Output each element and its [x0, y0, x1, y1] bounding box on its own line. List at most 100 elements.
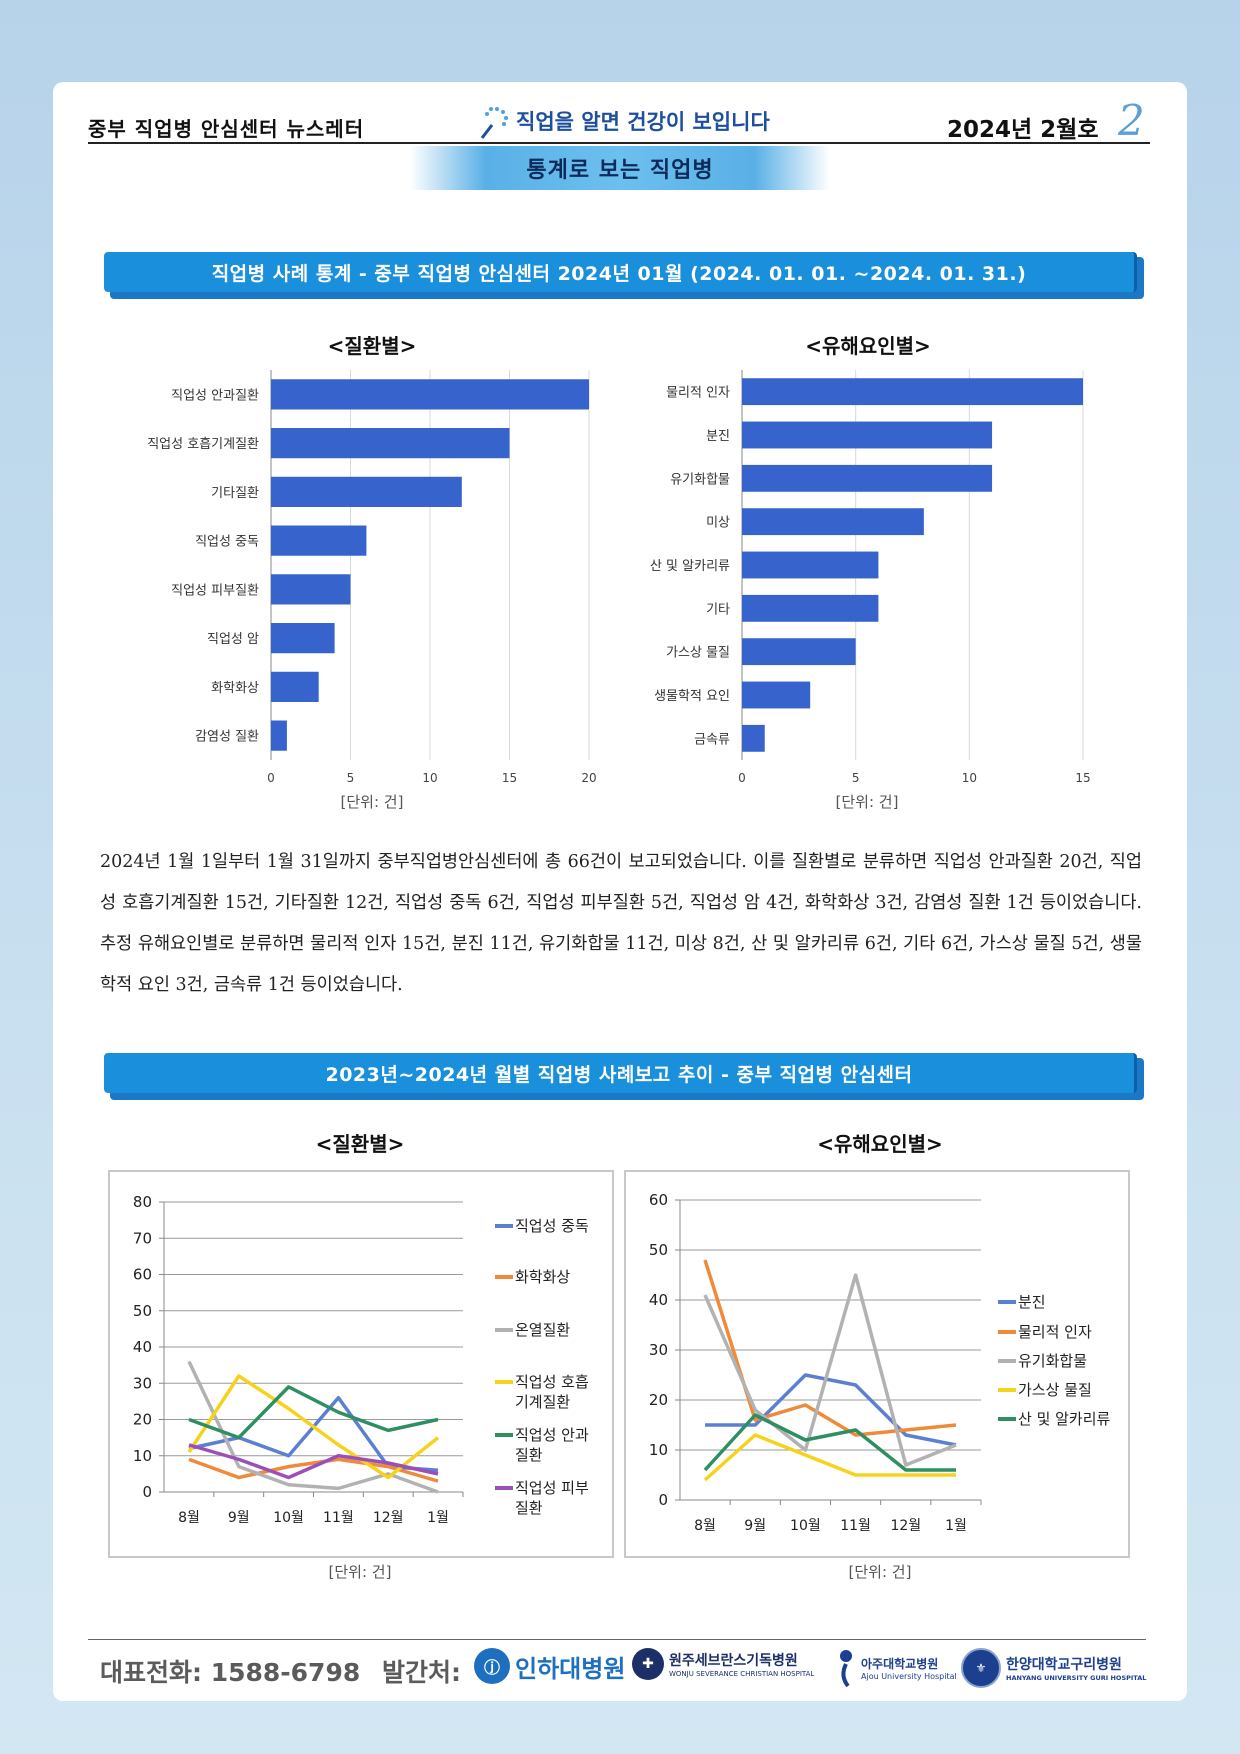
y-tick-label: 30 — [649, 1341, 668, 1359]
line-chart-factor-title: <유해요인별> — [817, 1132, 943, 1156]
x-tick-label: 10 — [422, 771, 437, 785]
bar-chart-disease-title: <질환별> — [327, 334, 417, 358]
y-tick-label: 0 — [142, 1483, 152, 1501]
x-tick-label: 1월 — [427, 1510, 449, 1526]
bar — [742, 508, 924, 536]
bar — [271, 720, 287, 751]
x-tick-label: 10월 — [273, 1510, 304, 1526]
series-line — [188, 1443, 439, 1480]
line-chart-disease-frame: 0 10 20 30 40 50 60 70 80 8월 9월 10월 11월 12월 1월 직업성 중독 화학… — [108, 1170, 614, 1558]
header-divider — [88, 142, 1150, 144]
legend-label: 화학화상 — [515, 1268, 570, 1286]
series-line — [188, 1385, 439, 1440]
legend-label: 온열질환 — [515, 1321, 570, 1339]
bar — [271, 623, 335, 654]
x-tick-label: 12월 — [373, 1510, 404, 1526]
y-tick-label: 20 — [649, 1391, 668, 1409]
line-chart-disease: 0 10 20 30 40 50 60 70 80 8월 9월 10월 11월 12월 1월 직업성 중독화학… — [133, 1193, 589, 1526]
category-label: 금속류 — [694, 732, 730, 747]
legend-label: 질환 — [515, 1499, 543, 1517]
x-tick-label: 5 — [347, 771, 355, 785]
logo-wonju: ✚ 원주세브란스기독병원 WONJU SEVERANCE CHRISTIAN H… — [632, 1648, 814, 1680]
bar-chart-disease-unit: [단위: 건] — [340, 793, 404, 811]
x-tick-label: 20 — [581, 771, 596, 785]
x-tick-label: 0 — [738, 771, 746, 785]
logo-hanyang-name: 한양대학교구리병원 — [1006, 1657, 1122, 1673]
bar — [271, 379, 589, 410]
category-label: 생물학적 요인 — [654, 689, 730, 704]
trend-banner: 2023년~2024년 월별 직업병 사례보고 추이 - 중부 직업병 안심센터 — [104, 1053, 1144, 1100]
bar — [271, 476, 462, 507]
category-label: 산 및 알카리류 — [650, 559, 730, 574]
category-label: 직업성 피부질환 — [171, 583, 259, 598]
y-tick-label: 0 — [658, 1491, 668, 1509]
legend-label: 직업성 피부 — [515, 1479, 589, 1497]
series-line — [703, 1413, 956, 1472]
category-label: 기타질환 — [211, 486, 259, 501]
slogan-group: 직업을 알면 건강이 보입니다 — [478, 103, 770, 139]
y-tick-label: 60 — [133, 1266, 152, 1284]
legend-label: 직업성 중독 — [515, 1217, 589, 1235]
legend-label: 기계질환 — [515, 1393, 570, 1411]
bar — [271, 525, 367, 556]
category-label: 미상 — [706, 516, 730, 531]
series-line — [187, 1374, 440, 1480]
stats-banner-text: 직업병 사례 통계 - 중부 직업병 안심센터 2024년 01월 (2024.… — [104, 252, 1137, 292]
logo-hanyang-sub: HANYANG UNIVERSITY GURI HOSPITAL — [1006, 1674, 1147, 1682]
category-label: 분진 — [706, 429, 730, 444]
bar-chart-factor-unit: [단위: 건] — [835, 793, 899, 811]
bar-chart-factor-title: <유해요인별> — [805, 334, 931, 358]
stats-banner: 직업병 사례 통계 - 중부 직업병 안심센터 2024년 01월 (2024.… — [104, 252, 1144, 299]
bar — [742, 378, 1083, 406]
logo-inha: ⓙ 인하대병원 — [474, 1648, 625, 1684]
bar — [742, 551, 879, 579]
y-tick-label: 70 — [133, 1229, 152, 1247]
category-label: 직업성 중독 — [195, 535, 259, 550]
bar — [271, 574, 351, 605]
y-tick-label: 80 — [133, 1193, 152, 1211]
logo-ajou-name: 아주대학교병원 — [861, 1657, 939, 1671]
x-tick-label: 1월 — [945, 1518, 967, 1534]
line-chart-factor-unit: [단위: 건] — [848, 1563, 912, 1581]
legend-label: 직업성 호흡 — [515, 1373, 589, 1391]
y-tick-label: 60 — [649, 1191, 668, 1209]
bar — [742, 638, 856, 666]
logo-inha-name: 인하대병원 — [515, 1654, 626, 1683]
category-label: 물리적 인자 — [666, 386, 730, 401]
footer-publisher-label: 발간처: — [382, 1658, 461, 1687]
x-tick-label: 11월 — [840, 1518, 871, 1534]
category-label: 직업성 호흡기계질환 — [147, 437, 259, 452]
logo-ajou-sub: Ajou University Hospital — [861, 1672, 957, 1681]
logo-ajou: 아주대학교병원 Ajou University Hospital — [836, 1648, 957, 1688]
section-title: 통계로 보는 직업병 — [410, 146, 830, 190]
x-tick-label: 10 — [962, 771, 977, 785]
bar — [742, 421, 993, 449]
ajou-emblem-icon — [840, 1650, 852, 1688]
bar — [742, 724, 765, 752]
issue-label: 2024년 2월호 — [947, 117, 1099, 143]
y-tick-label: 10 — [133, 1447, 152, 1465]
x-tick-label: 8월 — [178, 1510, 200, 1526]
category-label: 직업성 안과질환 — [171, 388, 259, 403]
legend-label: 가스상 물질 — [1018, 1381, 1092, 1399]
logo-hanyang: ⚜ 한양대학교구리병원 HANYANG UNIVERSITY GURI HOSP… — [961, 1648, 1146, 1688]
x-tick-label: 15 — [1075, 771, 1090, 785]
category-label: 화학화상 — [211, 681, 259, 696]
legend-label: 산 및 알카리류 — [1018, 1410, 1111, 1428]
x-tick-label: 10월 — [790, 1518, 821, 1534]
y-tick-label: 20 — [133, 1411, 152, 1429]
category-label: 가스상 물질 — [666, 646, 730, 661]
slogan: 직업을 알면 건강이 보입니다 — [516, 110, 770, 134]
line-chart-disease-unit: [단위: 건] — [328, 1563, 392, 1581]
legend-label: 분진 — [1018, 1293, 1046, 1311]
y-tick-label: 30 — [133, 1374, 152, 1392]
x-tick-label: 12월 — [890, 1518, 921, 1534]
newsletter-name: 중부 직업병 안심센터 뉴스레터 — [88, 117, 365, 141]
wonju-emblem-icon: ✚ — [632, 1648, 664, 1680]
legend-label: 물리적 인자 — [1018, 1323, 1092, 1341]
bar — [742, 464, 993, 492]
y-tick-label: 50 — [649, 1241, 668, 1259]
